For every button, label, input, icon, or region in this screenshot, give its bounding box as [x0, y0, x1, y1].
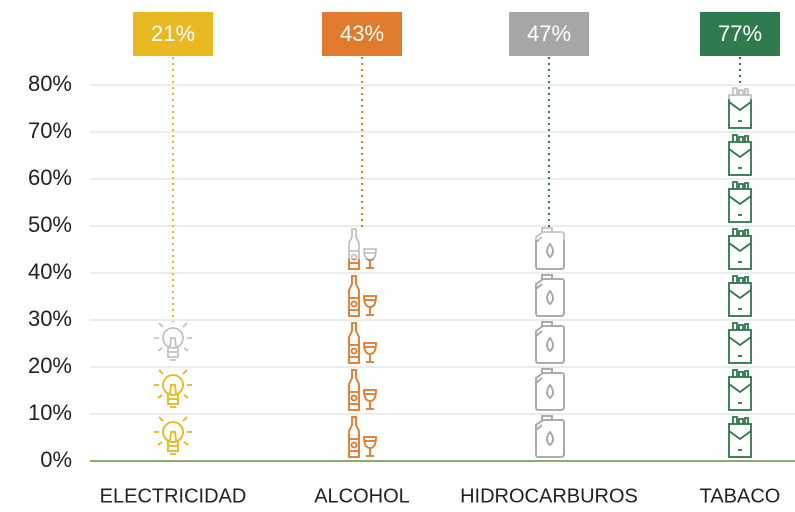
icon: [728, 228, 752, 270]
icon: [728, 99, 752, 129]
y-tick-label: 50%: [28, 212, 72, 237]
value-label: 21%: [151, 21, 195, 46]
icon: [535, 368, 565, 411]
icon: [535, 240, 565, 270]
value-label: 47%: [527, 21, 571, 46]
icon: [348, 369, 377, 411]
pictogram: [728, 99, 752, 458]
value-box: [133, 12, 213, 56]
y-tick-label: 80%: [28, 71, 72, 96]
icon: [154, 369, 192, 408]
icon-outline: [154, 322, 192, 455]
icon: [348, 322, 377, 364]
icon-gray: [154, 322, 192, 361]
value-label: 77%: [718, 21, 762, 46]
value-box: [700, 12, 780, 56]
icon: [728, 416, 752, 458]
icon: [728, 369, 752, 411]
x-tick-label: TABACO: [700, 485, 781, 507]
icon: [535, 321, 565, 364]
icon: [348, 275, 377, 317]
icon: [728, 181, 752, 223]
icon: [728, 134, 752, 176]
icon: [535, 415, 565, 458]
icon-gray: [728, 87, 752, 129]
value-box: [509, 12, 589, 56]
y-tick-label: 0%: [40, 447, 72, 472]
x-tick-label: HIDROCARBUROS: [460, 485, 638, 507]
icon: [348, 416, 377, 458]
pictogram: [535, 240, 565, 458]
x-tick-label: ALCOHOL: [314, 485, 410, 507]
y-tick-label: 10%: [28, 400, 72, 425]
icon: [728, 322, 752, 364]
icon: [348, 258, 375, 270]
value-label: 43%: [340, 21, 384, 46]
icon-gray: [535, 227, 565, 270]
y-tick-label: 20%: [28, 353, 72, 378]
icon: [728, 275, 752, 317]
pictogram: [154, 369, 192, 455]
y-tick-label: 30%: [28, 306, 72, 331]
y-tick-label: 40%: [28, 259, 72, 284]
x-tick-label: ELECTRICIDAD: [100, 485, 247, 507]
icon: [154, 416, 192, 455]
value-box: [322, 12, 402, 56]
icon: [535, 274, 565, 317]
y-tick-label: 60%: [28, 165, 72, 190]
y-tick-label: 70%: [28, 118, 72, 143]
pictogram: [348, 258, 377, 458]
